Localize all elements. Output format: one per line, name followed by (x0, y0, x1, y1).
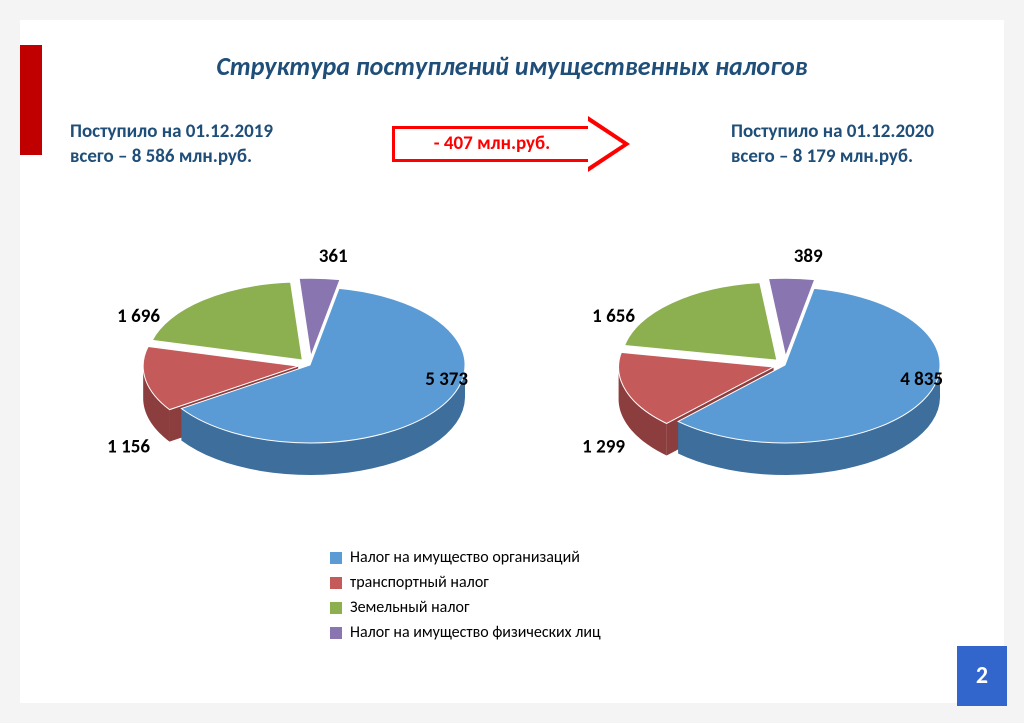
pie-svg-2019: 5 373 1 156 1 696 361 (60, 200, 510, 500)
subtitle-2019: Поступило на 01.12.2019 всего – 8 586 мл… (70, 120, 273, 169)
subtitle-2020: Поступило на 01.12.2020 всего – 8 179 мл… (731, 120, 934, 169)
legend-label: Налог на имущество организаций (350, 548, 580, 567)
arrow-label: - 407 млн.руб. (392, 126, 592, 162)
legend-swatch (330, 627, 342, 639)
pie-slice-label: 1 696 (117, 305, 160, 328)
legend-item: Налог на имущество организаций (330, 548, 601, 567)
legend-label: Налог на имущество физических лиц (350, 623, 601, 642)
legend-item: Земельный налог (330, 598, 601, 617)
legend-item: транспортный налог (330, 573, 601, 592)
delta-arrow: - 407 млн.руб. (392, 118, 632, 170)
pie-slice-top (152, 282, 302, 360)
pie-slice-top (625, 283, 777, 361)
arrow-shape: - 407 млн.руб. (392, 118, 632, 170)
legend-label: Земельный налог (350, 598, 469, 617)
pie-svg-2020: 4 835 1 299 1 656 389 (535, 200, 985, 500)
pie-slice-label: 1 156 (107, 436, 150, 459)
pie-chart-2019: 5 373 1 156 1 696 361 (60, 200, 510, 500)
pie-slice-label: 5 373 (425, 368, 468, 391)
pie-slice-label: 389 (794, 245, 823, 268)
subtitle-2020-line2: всего – 8 179 млн.руб. (731, 145, 934, 170)
legend-swatch (330, 577, 342, 589)
pie-slice-label: 4 835 (900, 368, 943, 391)
subtitle-2019-line2: всего – 8 586 млн.руб. (70, 145, 273, 170)
pie-slice-label: 361 (319, 245, 348, 268)
slide-title: Структура поступлений имущественных нало… (0, 50, 1024, 82)
pie-slice-label: 1 656 (592, 305, 635, 328)
pie-chart-2020: 4 835 1 299 1 656 389 (535, 200, 985, 500)
legend-swatch (330, 602, 342, 614)
legend-item: Налог на имущество физических лиц (330, 623, 601, 642)
legend-swatch (330, 552, 342, 564)
slide: Структура поступлений имущественных нало… (0, 0, 1024, 723)
legend-label: транспортный налог (350, 573, 489, 592)
page-number-badge: 2 (957, 646, 1007, 706)
charts-row: 5 373 1 156 1 696 361 4 835 1 299 1 656 389 (0, 200, 1024, 530)
legend: Налог на имущество организаций транспортн… (330, 548, 601, 648)
arrow-head-fill (588, 121, 623, 167)
pie-slice-label: 1 299 (582, 436, 625, 459)
subtitle-2020-line1: Поступило на 01.12.2020 (731, 120, 934, 145)
subtitle-2019-line1: Поступило на 01.12.2019 (70, 120, 273, 145)
